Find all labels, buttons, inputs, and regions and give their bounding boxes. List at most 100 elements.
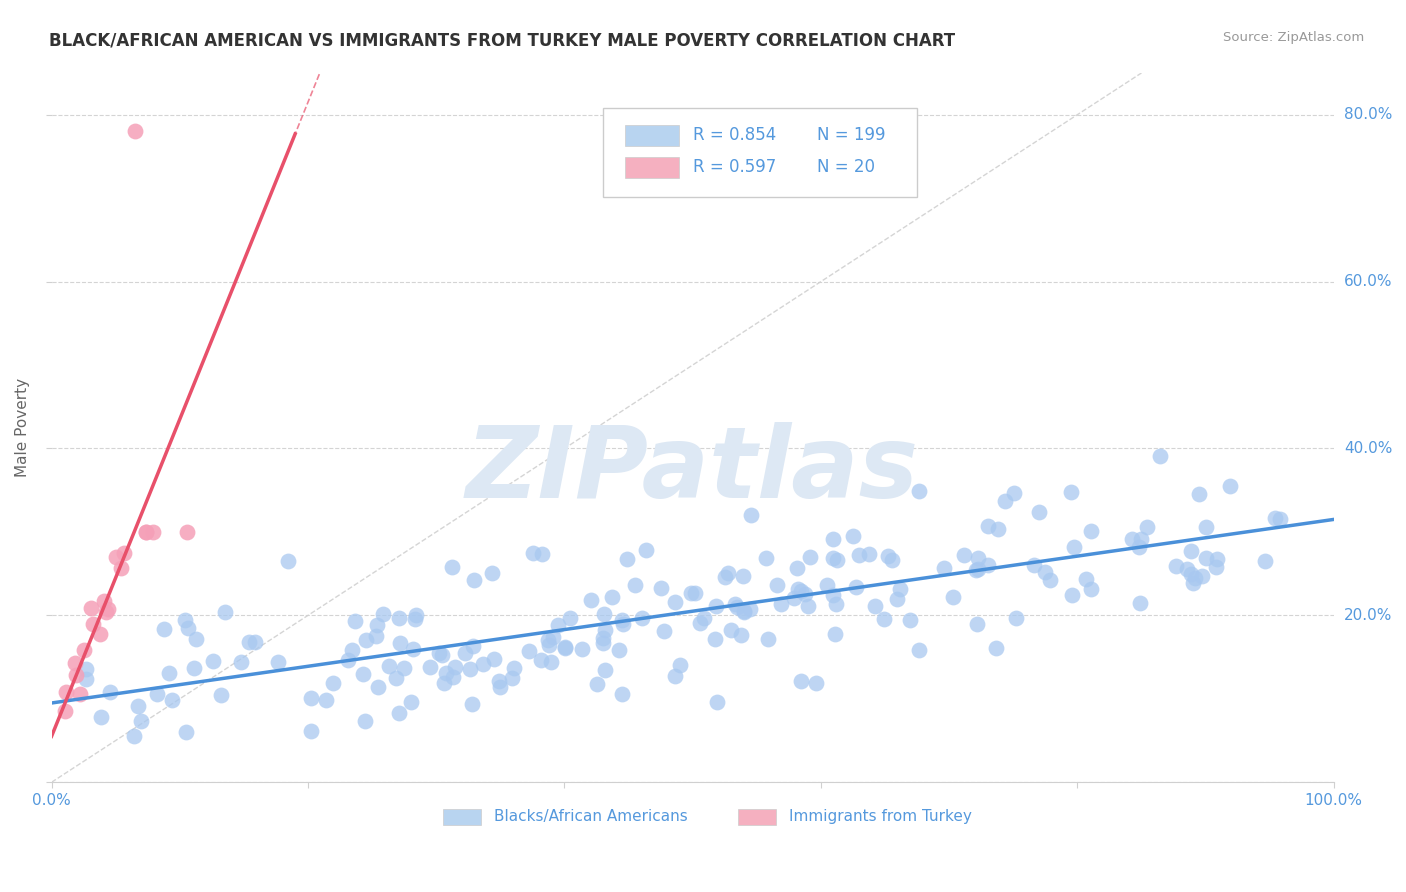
Point [1002,486,1025,500]
Point [797,599,820,613]
Point [942,590,965,604]
Point [616,552,638,566]
Point [129,714,152,728]
Text: Blacks/African Americans: Blacks/African Americans [494,809,688,824]
Point [720,623,742,637]
Point [540,655,562,669]
Point [75,662,97,676]
Point [1130,532,1153,546]
Point [1005,610,1028,624]
Point [344,614,367,628]
Point [932,560,955,574]
Point [1149,449,1171,463]
Point [97,602,120,616]
Point [908,484,931,499]
Point [488,673,510,688]
Point [664,595,686,609]
Point [889,582,911,596]
Point [1128,541,1150,555]
Point [537,633,560,648]
Text: Source: ZipAtlas.com: Source: ZipAtlas.com [1223,31,1364,45]
Point [214,605,236,619]
Point [94,605,117,619]
Point [636,543,658,558]
Point [55,684,77,698]
Point [560,611,582,625]
Point [183,661,205,675]
Point [366,629,388,643]
Point [392,661,415,675]
FancyBboxPatch shape [624,125,679,146]
Point [1080,582,1102,596]
Point [388,611,411,625]
Point [650,582,672,596]
Point [441,670,464,684]
Point [877,549,900,564]
Point [356,633,378,648]
Text: 60.0%: 60.0% [1344,274,1392,289]
Point [845,580,868,594]
Point [69,687,91,701]
Point [1184,571,1206,585]
Point [1039,573,1062,587]
Point [174,725,197,739]
Point [898,613,921,627]
Point [75,672,97,686]
Point [399,695,422,709]
Point [848,548,870,562]
Point [404,612,426,626]
Point [433,676,456,690]
Point [1195,551,1218,566]
Point [160,692,183,706]
Point [538,638,561,652]
Point [176,524,198,539]
Text: 40.0%: 40.0% [1344,441,1392,456]
Point [378,659,401,673]
Point [703,632,725,647]
Point [987,522,1010,536]
Point [986,641,1008,656]
Point [276,554,298,568]
Point [783,591,806,605]
Point [135,524,157,539]
Point [967,562,990,576]
Point [908,643,931,657]
Point [315,693,337,707]
Bar [443,809,481,825]
Point [1188,487,1211,501]
Point [689,615,711,630]
Point [463,573,485,587]
Point [693,611,716,625]
Point [1063,540,1085,554]
Point [724,597,747,611]
Point [517,644,540,658]
Point [112,546,135,560]
Point [706,695,728,709]
Point [863,599,886,614]
Point [89,627,111,641]
Text: N = 20: N = 20 [817,158,875,177]
Point [733,604,755,618]
Point [607,642,630,657]
Point [174,614,197,628]
Point [90,710,112,724]
Point [336,653,359,667]
Point [612,616,634,631]
Point [157,666,180,681]
Point [458,662,481,676]
Point [994,494,1017,508]
Point [714,570,737,584]
Point [461,639,484,653]
Point [966,617,988,632]
Point [786,560,808,574]
Point [238,635,260,649]
Point [976,558,998,572]
Point [717,566,740,581]
FancyBboxPatch shape [624,157,679,178]
Point [1074,573,1097,587]
Point [342,643,364,657]
Text: 20.0%: 20.0% [1344,607,1392,623]
Point [135,524,157,539]
Point [858,547,880,561]
Point [600,591,623,605]
